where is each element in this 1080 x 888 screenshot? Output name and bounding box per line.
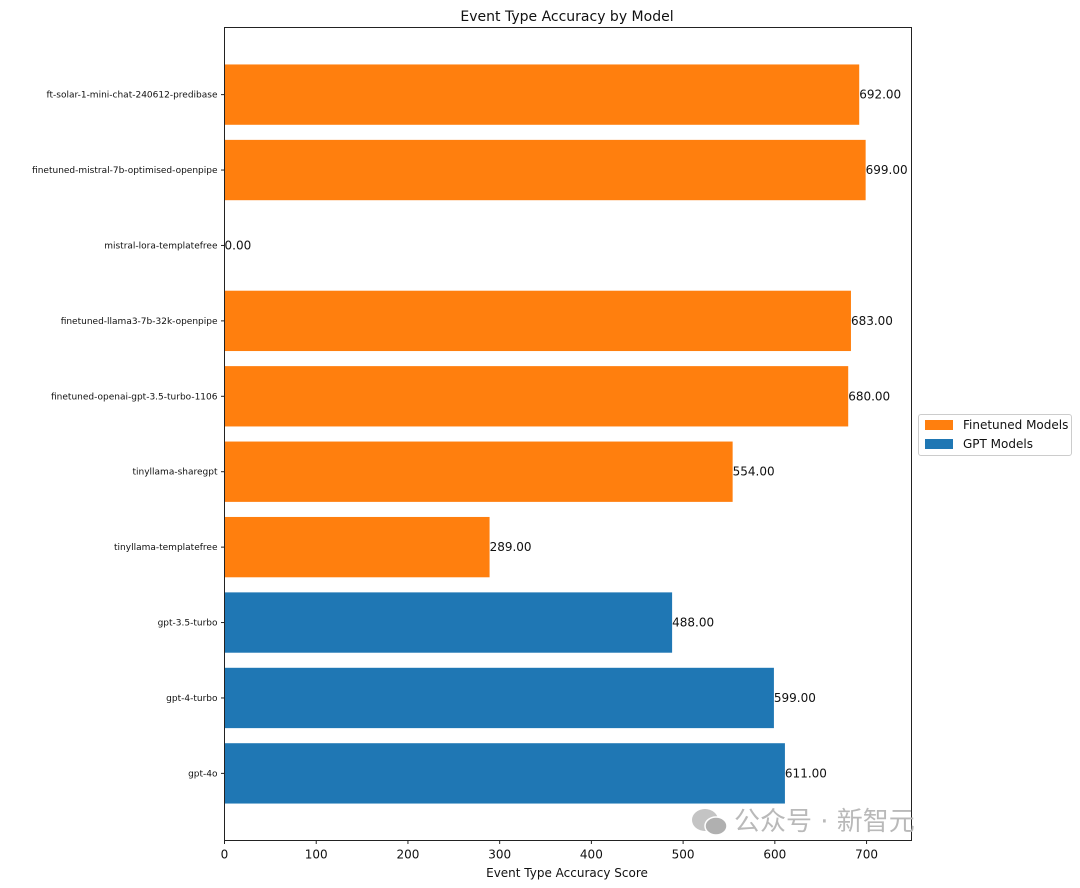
legend-swatch (925, 438, 953, 449)
x-tick-label: 500 (672, 848, 695, 862)
bar (224, 366, 849, 427)
bar (224, 64, 860, 125)
chart-title: Event Type Accuracy by Model (460, 9, 673, 25)
legend-swatch (925, 419, 953, 430)
bar (224, 290, 851, 352)
y-tick-label: finetuned-mistral-7b-optimised-openpipe (32, 166, 218, 176)
legend-item-finetuned: Finetuned Models (919, 415, 1071, 434)
y-tick-label: finetuned-openai-gpt-3.5-turbo-1106 (51, 392, 218, 402)
y-tick-label: gpt-4-turbo (166, 694, 218, 704)
data-label: 680.00 (848, 389, 890, 403)
x-tick-label: 0 (221, 848, 229, 862)
data-label: 699.00 (866, 163, 908, 177)
y-tick-label: ft-solar-1-mini-chat-240612-predibase (46, 91, 217, 101)
data-label: 599.00 (774, 691, 816, 705)
legend: Finetuned Models GPT Models (918, 414, 1072, 456)
y-tick-label: finetuned-llama3-7b-32k-openpipe (61, 317, 218, 327)
watermark: 公众号 · 新智元 (690, 806, 915, 838)
x-tick-label: 100 (305, 848, 328, 862)
x-tick-label: 300 (488, 848, 511, 862)
y-tick-label: tinyllama-templatefree (114, 543, 218, 553)
data-label: 692.00 (859, 88, 901, 102)
legend-item-gpt: GPT Models (919, 434, 1071, 453)
data-label: 0.00 (225, 238, 252, 252)
data-label: 611.00 (785, 766, 827, 780)
watermark-text: 公众号 · 新智元 (734, 807, 915, 837)
x-tick-label: 400 (580, 848, 603, 862)
y-tick-label: gpt-4o (188, 769, 218, 779)
y-tick-label: tinyllama-sharegpt (132, 468, 217, 478)
x-axis-label: Event Type Accuracy Score (486, 866, 648, 880)
x-tick-label: 200 (396, 848, 419, 862)
wechat-icon (690, 807, 728, 837)
bar (224, 667, 774, 729)
data-label: 488.00 (672, 616, 714, 630)
y-tick-label: mistral-lora-templatefree (104, 241, 218, 251)
data-label: 554.00 (733, 465, 775, 479)
data-label: 683.00 (851, 314, 893, 328)
legend-label: GPT Models (963, 436, 1033, 451)
bar (224, 139, 866, 201)
x-tick-label: 600 (763, 848, 786, 862)
bar (224, 592, 673, 653)
bar (224, 743, 785, 804)
legend-label: Finetuned Models (963, 417, 1069, 432)
bar (224, 516, 490, 578)
bar (224, 441, 733, 502)
data-label: 289.00 (490, 540, 532, 554)
x-tick-label: 700 (855, 848, 878, 862)
plot-frame (224, 27, 912, 841)
y-tick-label: gpt-3.5-turbo (158, 619, 218, 629)
